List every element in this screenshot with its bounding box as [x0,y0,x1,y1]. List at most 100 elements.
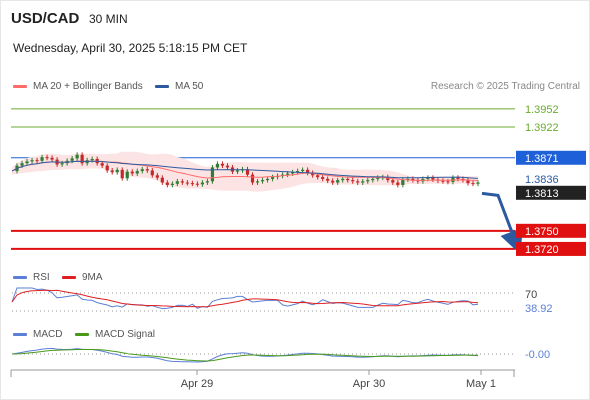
level-label-1.3952: 1.3952 [525,104,559,116]
legend-rsi-ma: 9MA [62,272,103,283]
candle-body [60,163,64,165]
legend-label-macd-signal: MACD Signal [95,329,156,340]
candle-body [40,157,44,161]
level-badge-1.3750 [516,223,586,238]
candle-body [471,183,475,185]
level-label-1.3813: 1.3813 [525,188,559,200]
x-label-apr29: Apr 29 [181,378,213,390]
x-label-apr30: Apr 30 [353,378,385,390]
legend-swatch-ma20 [13,85,27,88]
candle-body [255,181,260,183]
candle-body [456,177,460,179]
candle-body [391,180,395,183]
candle-body [376,177,380,179]
candle-body [125,171,129,179]
level-label-1.3750: 1.3750 [525,226,559,238]
candle-body [291,172,295,174]
candle-body [150,170,154,176]
research-credit: Research © 2025 Trading Central [430,81,580,92]
level-badge-1.3720 [516,241,586,256]
legend-ma50: MA 50 [155,81,203,92]
candle-body [110,170,114,173]
candle-body [366,180,370,182]
candle-body [25,161,29,164]
candle-body [285,173,290,175]
candle-body [160,177,164,183]
macd-signal-line [11,349,479,362]
macd-value-label: -0.00 [525,349,550,361]
level-badge-1.3871 [516,150,586,165]
level-label-1.3720: 1.3720 [525,244,559,256]
candle-body [165,182,169,185]
candle-body [135,171,139,174]
candle-body [265,178,270,181]
candle-body [70,158,74,161]
candle-body [50,157,54,160]
legend-label-rsi-ma: 9MA [82,272,103,283]
rsi-line [11,287,479,310]
level-label-1.3871: 1.3871 [525,153,559,165]
rsi-ma-line [11,289,479,308]
candle-body [331,180,335,183]
legend-label-ma50: MA 50 [175,81,204,92]
candle-body [115,169,119,173]
candle-body [396,182,400,185]
rsi-70-label: 70 [525,289,537,301]
candle-body [301,169,305,172]
level-label-1.3922: 1.3922 [525,122,559,134]
candle-body [346,178,350,181]
legend-label-macd: MACD [33,329,63,340]
candle-body [235,170,240,172]
candle-body [401,179,405,185]
candle-body [195,183,199,185]
legend-swatch-macd-signal [75,333,89,336]
legend-swatch-rsi [13,276,27,279]
candle-body [316,175,320,178]
candle-body [311,172,315,176]
candle-body [341,178,345,181]
candle-body [185,182,189,184]
candle-body [140,169,144,172]
level-label-1.3836: 1.3836 [525,174,559,186]
candle-body [336,180,340,183]
legend-swatch-macd [13,333,27,336]
candle-body [446,181,450,183]
candle-body [200,182,205,185]
candle-body [326,178,330,181]
candle-body [296,171,300,173]
candle-body [130,171,134,174]
candle-body [306,169,310,173]
candle-body [220,163,225,166]
ma50-line [11,160,479,179]
timeframe-label: 30 MIN [89,12,128,26]
candle-body [175,181,179,184]
candle-body [361,181,365,183]
projection-arrow [481,191,523,255]
candle-body [386,177,390,181]
legend-swatch-ma50 [155,85,169,88]
candle-body [426,177,430,179]
legend-label-rsi: RSI [33,272,50,283]
candle-body [145,169,149,171]
candle-body [180,181,184,183]
candle-body [250,174,255,183]
candle-body [20,163,24,166]
candle-body [431,177,435,180]
candle-body [120,169,124,179]
candle-body [45,157,49,159]
legend-rsi: RSI [13,272,50,283]
candle-body [441,180,445,182]
legend-label-ma20: MA 20 + Bollinger Bands [33,81,143,92]
candle-body [270,177,275,179]
rsi-value-label: 38.92 [525,303,553,315]
candle-body [90,158,94,161]
candle-body [190,183,194,185]
candle-body [356,181,360,183]
candle-body [476,182,480,184]
candle-body [30,160,34,162]
candle-body [260,180,265,182]
candle-body [210,167,215,182]
legend-macd-signal: MACD Signal [75,329,155,340]
candle-body [371,178,375,181]
